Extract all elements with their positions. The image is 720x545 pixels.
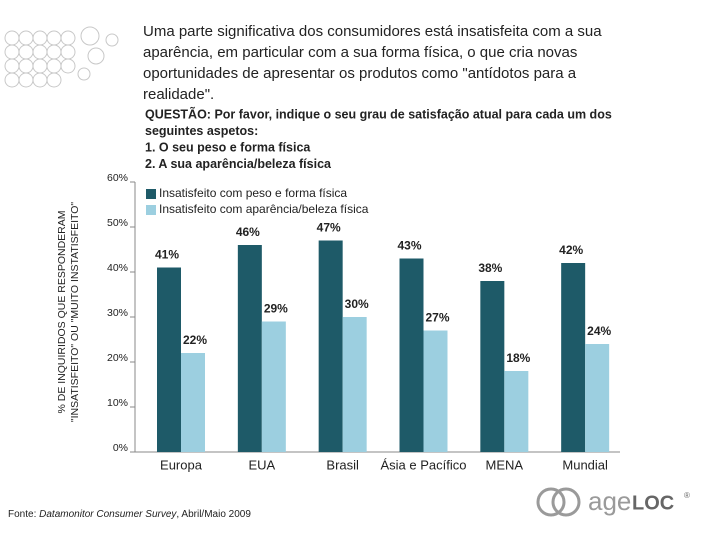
bar bbox=[561, 263, 586, 452]
y-tick-label: 20% bbox=[107, 352, 128, 364]
source-text: Datamonitor Consumer Survey bbox=[39, 509, 177, 520]
value-label: 29% bbox=[264, 302, 288, 316]
value-label: 22% bbox=[183, 333, 207, 347]
y-tick-label: 0% bbox=[113, 442, 128, 454]
value-label: 24% bbox=[587, 324, 611, 338]
intro-line: Uma parte significativa dos consumidores… bbox=[143, 23, 602, 40]
bar bbox=[318, 240, 343, 452]
bar bbox=[237, 245, 262, 452]
x-tick-label: Brasil bbox=[326, 457, 359, 472]
intro-line: realidade". bbox=[143, 86, 214, 103]
bar bbox=[342, 317, 367, 452]
value-label: 47% bbox=[317, 221, 341, 235]
y-tick-label: 30% bbox=[107, 307, 128, 319]
bar bbox=[480, 281, 505, 452]
x-tick-label: EUA bbox=[248, 457, 275, 472]
logo-suffix: LOC bbox=[632, 492, 674, 514]
x-tick-label: Ásia e Pacífico bbox=[381, 457, 467, 472]
y-axis-label: % DE INQUIRIDOS QUE RESPONDERAM bbox=[56, 210, 68, 413]
y-tick-label: 40% bbox=[107, 262, 128, 274]
bar bbox=[181, 353, 205, 452]
value-label: 41% bbox=[155, 248, 179, 262]
bar bbox=[399, 258, 424, 452]
question-line: 2. A sua aparência/beleza física bbox=[145, 157, 332, 171]
x-tick-label: Mundial bbox=[562, 457, 608, 472]
legend-label: Insatisfeito com peso e forma física bbox=[159, 186, 347, 200]
source-label: Fonte: bbox=[8, 509, 36, 520]
legend-label: Insatisfeito com aparência/beleza física bbox=[159, 202, 369, 216]
value-label: 38% bbox=[478, 261, 502, 275]
legend-swatch bbox=[146, 189, 156, 199]
bar bbox=[423, 330, 448, 452]
x-tick-label: Europa bbox=[160, 457, 203, 472]
source: Fonte: Datamonitor Consumer Survey, Abri… bbox=[8, 509, 251, 520]
y-axis-label: "INSATISFEITO" OU "MUITO INSTATISFEITO" bbox=[69, 202, 81, 423]
intro-line: oportunidades de apresentar os produtos … bbox=[143, 65, 577, 82]
question-line: 1. O seu peso e forma física bbox=[145, 140, 311, 154]
value-label: 42% bbox=[559, 243, 583, 257]
intro-line: aparência, em particular com a sua forma… bbox=[143, 44, 577, 61]
bar bbox=[585, 344, 610, 452]
value-label: 46% bbox=[236, 225, 260, 239]
source-date: , Abril/Maio 2009 bbox=[176, 509, 251, 520]
decor-circles bbox=[4, 26, 119, 88]
value-label: 30% bbox=[345, 297, 369, 311]
y-tick-label: 10% bbox=[107, 397, 128, 409]
bar bbox=[261, 321, 286, 452]
y-tick-label: 60% bbox=[107, 172, 128, 184]
value-label: 18% bbox=[506, 351, 530, 365]
logo-icon bbox=[536, 487, 581, 517]
question-line: QUESTÃO: Por favor, indique o seu grau d… bbox=[145, 106, 612, 121]
x-tick-label: MENA bbox=[486, 457, 524, 472]
y-tick-label: 50% bbox=[107, 217, 128, 229]
logo-prefix: age bbox=[588, 486, 631, 516]
question-line: seguintes aspetos: bbox=[145, 124, 258, 138]
value-label: 43% bbox=[397, 239, 421, 253]
bar bbox=[157, 267, 181, 452]
logo-mark: ® bbox=[684, 491, 690, 500]
value-label: 27% bbox=[425, 311, 449, 325]
bar bbox=[504, 371, 529, 452]
legend-swatch bbox=[146, 205, 156, 215]
